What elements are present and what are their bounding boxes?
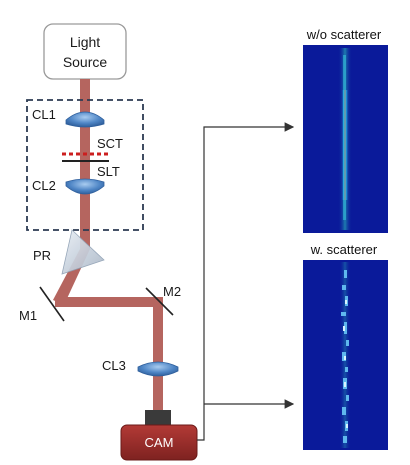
lens-cl3 — [137, 361, 179, 377]
lens-cl2 — [65, 178, 105, 195]
light-source: Light Source — [43, 23, 127, 80]
light-source-label-line1: Light — [70, 34, 100, 50]
label-cl2: CL2 — [32, 178, 56, 193]
beam-vertical-upper — [80, 79, 90, 249]
label-cl1: CL1 — [32, 107, 56, 122]
lens-cl1 — [65, 111, 105, 128]
light-source-label-line2: Source — [63, 54, 108, 70]
camera-body — [120, 424, 198, 461]
mirror-m2 — [145, 287, 174, 316]
label-pr: PR — [33, 248, 51, 263]
label-m2: M2 — [163, 284, 181, 299]
panel-without-scatterer — [303, 45, 388, 233]
arrow-to-top-panel — [197, 122, 295, 441]
dashed-enclosure — [26, 99, 144, 231]
camera-label: CAM — [145, 435, 174, 450]
camera-lens-mount — [145, 410, 171, 426]
speckle-highlights — [343, 300, 348, 428]
label-slt: SLT — [97, 164, 120, 179]
camera: CAM — [120, 410, 198, 461]
label-sct: SCT — [97, 136, 123, 151]
panel-with-scatterer — [303, 260, 388, 450]
prism — [61, 229, 105, 275]
label-m1: M1 — [19, 308, 37, 323]
label-cl3: CL3 — [102, 358, 126, 373]
mirror-m1 — [39, 286, 65, 322]
streak-line — [343, 55, 346, 220]
beam-m1-to-m2 — [55, 297, 158, 307]
bottom-panel-caption: w. scatterer — [310, 242, 378, 257]
top-panel-caption: w/o scatterer — [306, 27, 382, 42]
beam-vertical-lower — [153, 297, 163, 425]
